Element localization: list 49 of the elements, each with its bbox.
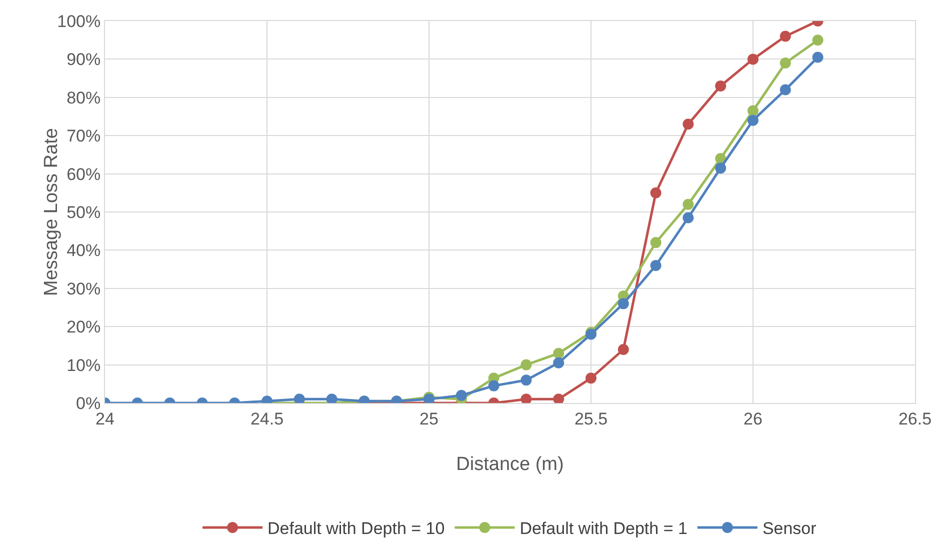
y-tick-label: 50% bbox=[66, 202, 101, 222]
point bbox=[456, 390, 467, 401]
x-tick-label: 26 bbox=[744, 409, 762, 428]
y-tick-label: 80% bbox=[66, 88, 101, 108]
legend-label: Default with Depth = 10 bbox=[268, 519, 445, 538]
point bbox=[520, 394, 532, 403]
point bbox=[553, 394, 564, 403]
point bbox=[780, 84, 791, 96]
point bbox=[553, 357, 564, 368]
point bbox=[682, 118, 694, 130]
y-tick-label: 60% bbox=[66, 164, 101, 184]
point bbox=[748, 105, 758, 116]
point bbox=[650, 260, 662, 271]
point bbox=[748, 114, 758, 126]
y-tick-label: 90% bbox=[66, 50, 101, 70]
y-tick-label: 100% bbox=[57, 12, 101, 31]
point bbox=[748, 54, 758, 65]
point bbox=[715, 80, 726, 92]
point bbox=[294, 394, 305, 403]
y-tick-label: 40% bbox=[66, 241, 101, 260]
x-tick-label: 24.5 bbox=[250, 409, 284, 428]
y-axis-title: Message Loss Rate bbox=[41, 128, 62, 296]
point bbox=[618, 344, 629, 356]
point bbox=[780, 30, 791, 42]
point bbox=[488, 380, 500, 392]
y-tick-label: 30% bbox=[66, 279, 101, 298]
x-tick-label: 25.5 bbox=[574, 409, 608, 428]
point bbox=[812, 52, 824, 63]
y-tick-label: 20% bbox=[66, 318, 101, 337]
y-tick-label: 10% bbox=[66, 356, 101, 375]
x-tick-label: 26.5 bbox=[898, 409, 932, 428]
point bbox=[553, 348, 564, 359]
point bbox=[586, 372, 596, 384]
point bbox=[618, 298, 629, 310]
point bbox=[715, 162, 726, 174]
point bbox=[326, 394, 338, 403]
point bbox=[650, 237, 662, 248]
point bbox=[520, 359, 532, 370]
legend-label: Sensor bbox=[762, 519, 817, 538]
x-tick-label: 25 bbox=[420, 409, 438, 428]
legend-label: Default with Depth = 1 bbox=[520, 519, 688, 538]
point bbox=[682, 198, 694, 210]
point bbox=[812, 34, 824, 46]
x-axis-title: Distance (m) bbox=[456, 454, 564, 475]
point bbox=[520, 374, 532, 386]
y-tick-label: 70% bbox=[66, 126, 101, 146]
point bbox=[650, 187, 662, 198]
point bbox=[682, 212, 694, 224]
point bbox=[780, 58, 791, 69]
